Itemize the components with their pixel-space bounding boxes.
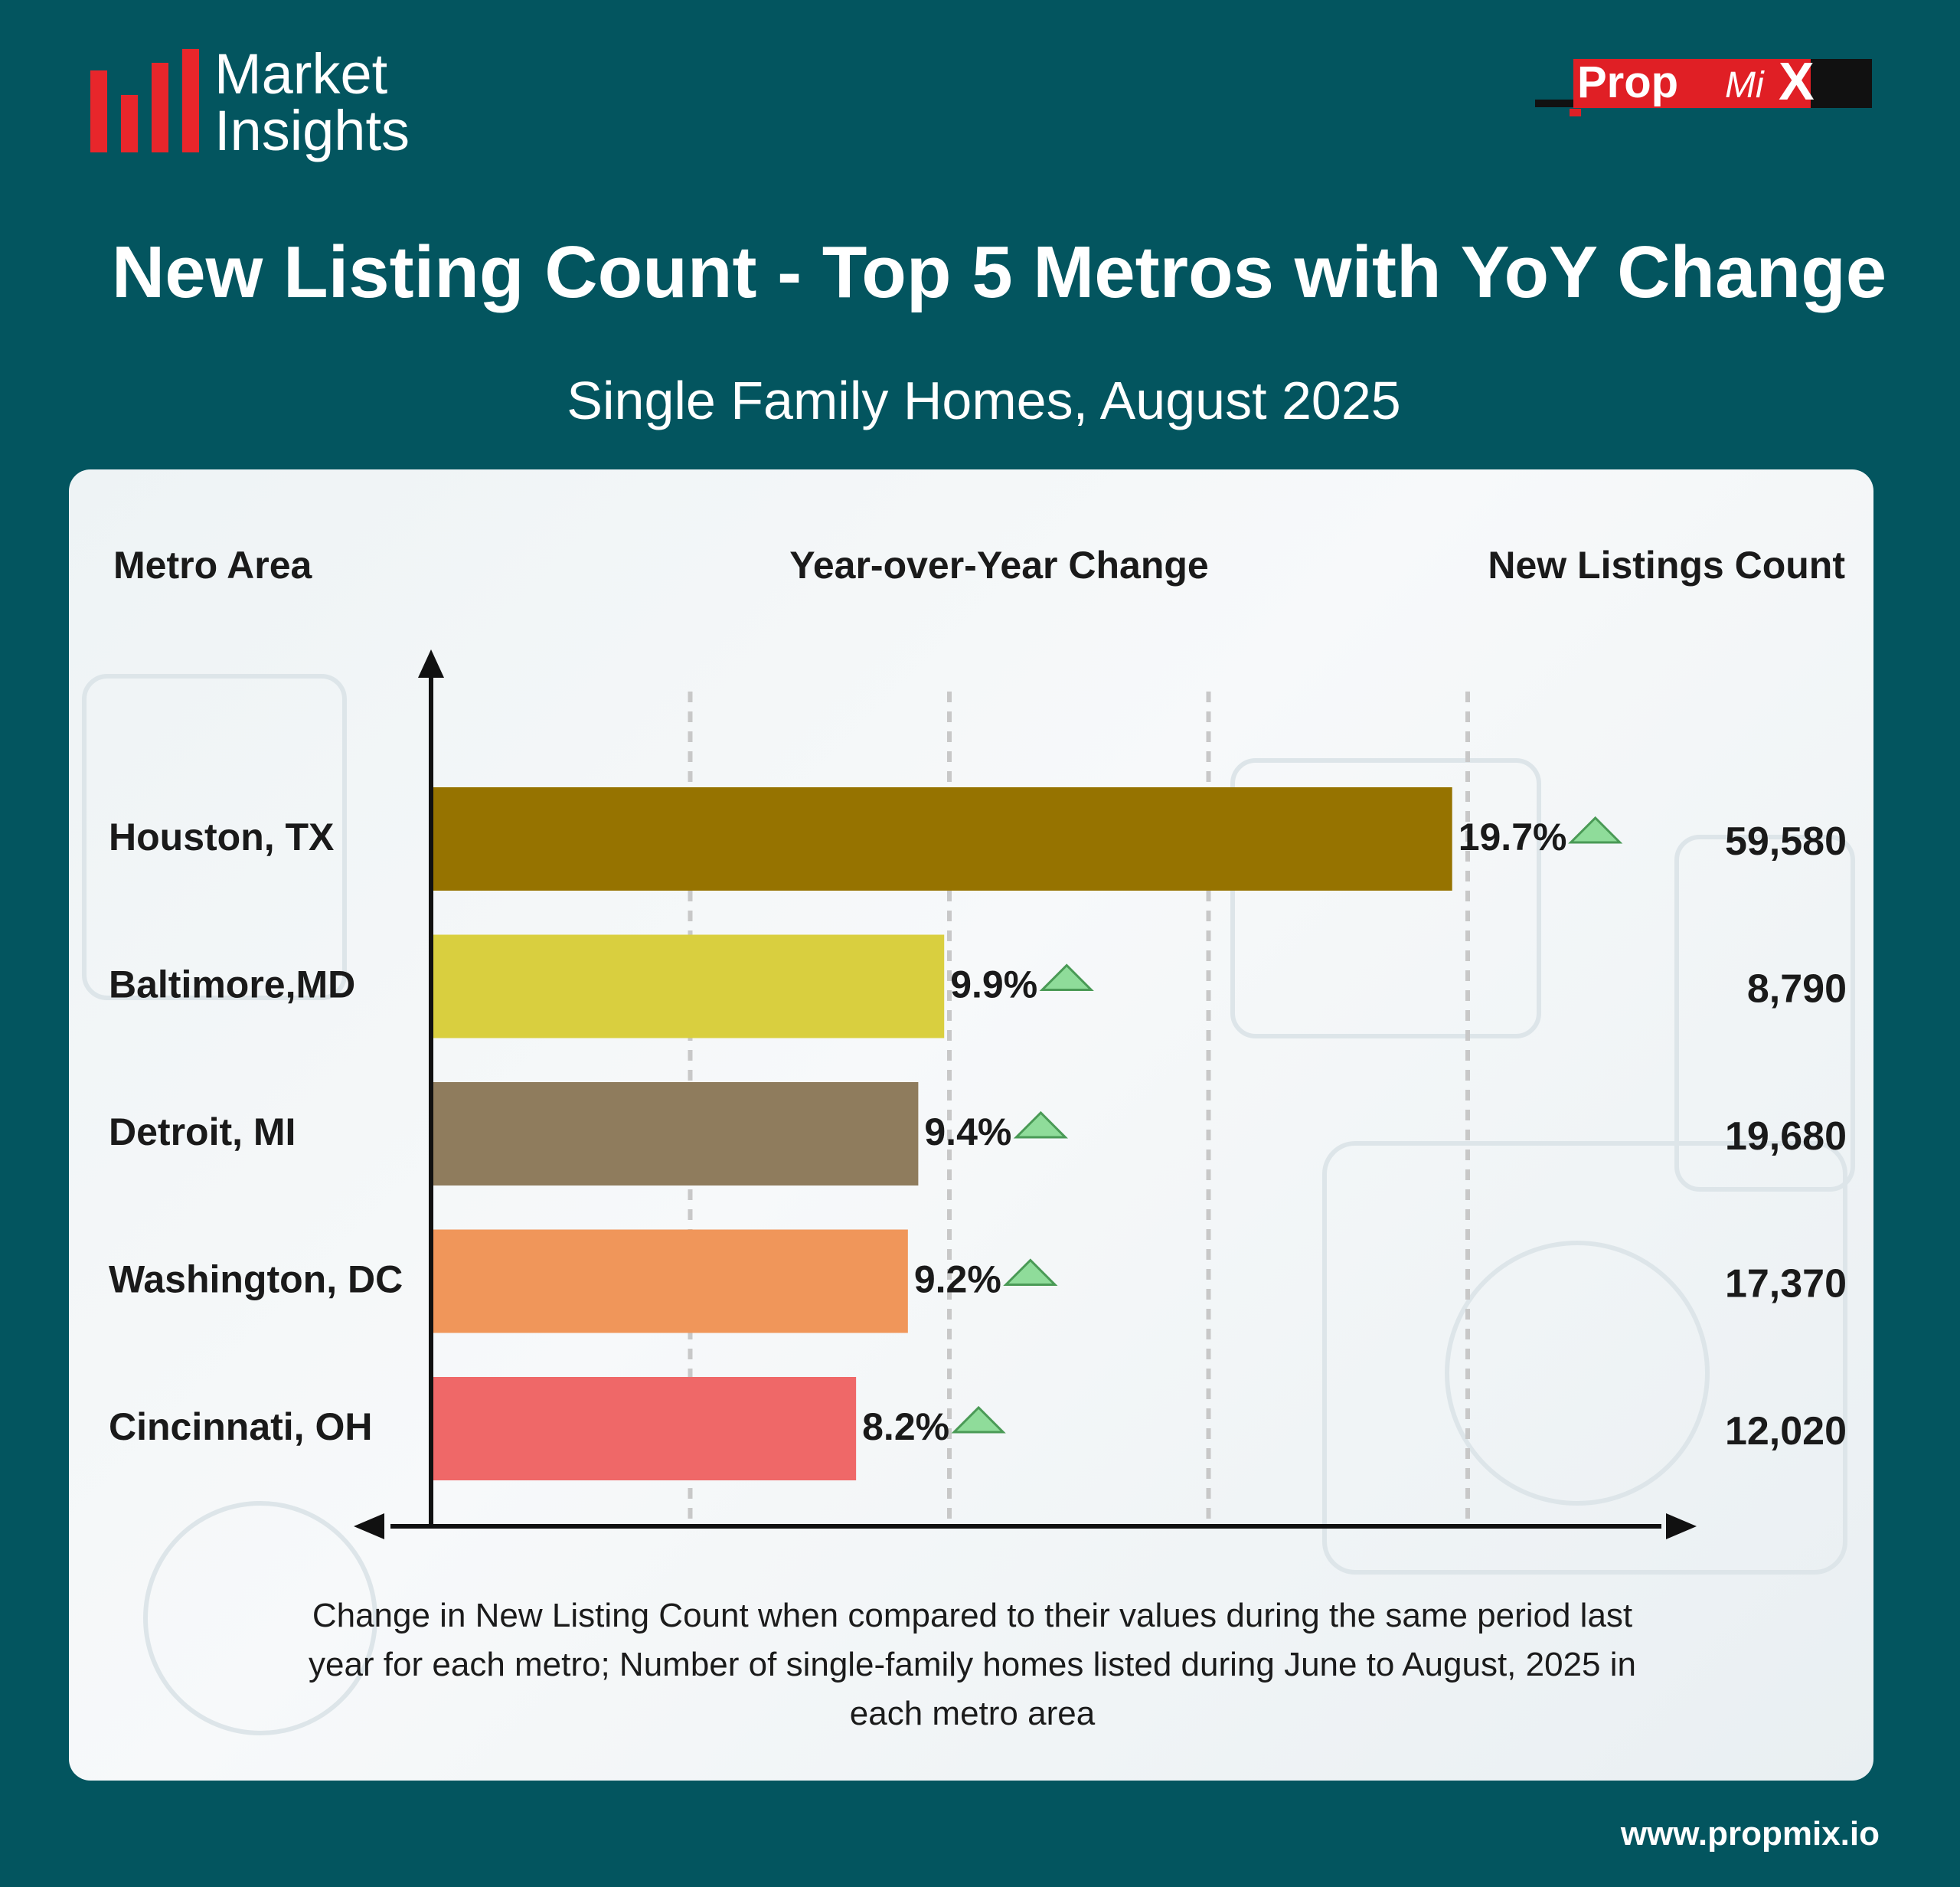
logo-line2: Insights [214,99,410,162]
up-triangle-icon [1003,1258,1058,1286]
bars: Houston, TX 19.7% 59,580 Baltimore,MD 9.9% 8,… [109,787,1847,1480]
metro-label: Houston, TX [109,816,334,858]
logo-text: Market Insights [214,46,410,159]
up-triangle-icon [1013,1110,1069,1139]
bar-chart-logo-icon [90,49,199,152]
bar [431,1082,919,1186]
value-label: 9.2% [914,1258,1001,1301]
value-label: 9.4% [924,1110,1011,1153]
value-label: 8.2% [862,1405,949,1448]
x-axis-left-arrowhead [354,1513,384,1539]
value-label: 9.9% [950,963,1037,1006]
bar-row: Baltimore,MD 9.9% 8,790 [109,934,1847,1038]
brand-x: X [1779,55,1815,111]
propmix-logo: Prop Mi X [1535,55,1872,116]
background-decoration [82,674,1855,1735]
chart-subtitle: Single Family Homes, August 2025 [567,371,1401,430]
header-new-listings-count: New Listings Count [1488,544,1845,587]
brand-prop: Prop [1577,57,1678,107]
market-insights-logo: Market Insights [90,46,473,168]
bar [431,1229,908,1333]
count-label: 17,370 [1725,1262,1847,1307]
bar-row: Detroit, MI 9.4% 19,680 [109,1082,1847,1186]
header-metro-area: Metro Area [113,544,313,587]
up-triangle-icon [951,1405,1006,1434]
up-triangle-icon [1039,963,1094,991]
bar-row: Houston, TX 19.7% 59,580 [109,787,1847,891]
bar [431,934,945,1038]
x-axis-right-arrowhead [1666,1513,1697,1539]
up-triangle-icon [1568,816,1623,844]
header-yoy-change: Year-over-Year Change [789,544,1209,587]
bar-row: Cincinnati, OH 8.2% 12,020 [109,1377,1847,1480]
axes [354,649,1697,1539]
metro-label: Baltimore,MD [109,963,355,1006]
bar [431,787,1452,891]
count-label: 19,680 [1725,1114,1847,1159]
count-label: 8,790 [1747,967,1847,1012]
logo-line1: Market [214,42,388,106]
bar-row: Washington, DC 9.2% 17,370 [109,1229,1847,1333]
chart-title: New Listing Count - Top 5 Metros with Yo… [111,231,1887,313]
count-label: 59,580 [1725,819,1847,864]
value-label: 19.7% [1459,816,1567,858]
metro-label: Washington, DC [109,1258,403,1301]
y-axis-arrowhead [418,649,444,678]
brand-mi: Mi [1725,65,1765,106]
chart-card: Metro Area Year-over-Year Change New Lis… [69,469,1873,1781]
bar-chart: Metro Area Year-over-Year Change New Lis… [82,544,1855,1735]
count-label: 12,020 [1725,1409,1847,1454]
website-link[interactable]: www.propmix.io [1620,1815,1880,1853]
metro-label: Cincinnati, OH [109,1405,372,1448]
metro-label: Detroit, MI [109,1110,296,1153]
bar [431,1377,857,1480]
footnote: Change in New Listing Count when compare… [308,1597,1636,1732]
